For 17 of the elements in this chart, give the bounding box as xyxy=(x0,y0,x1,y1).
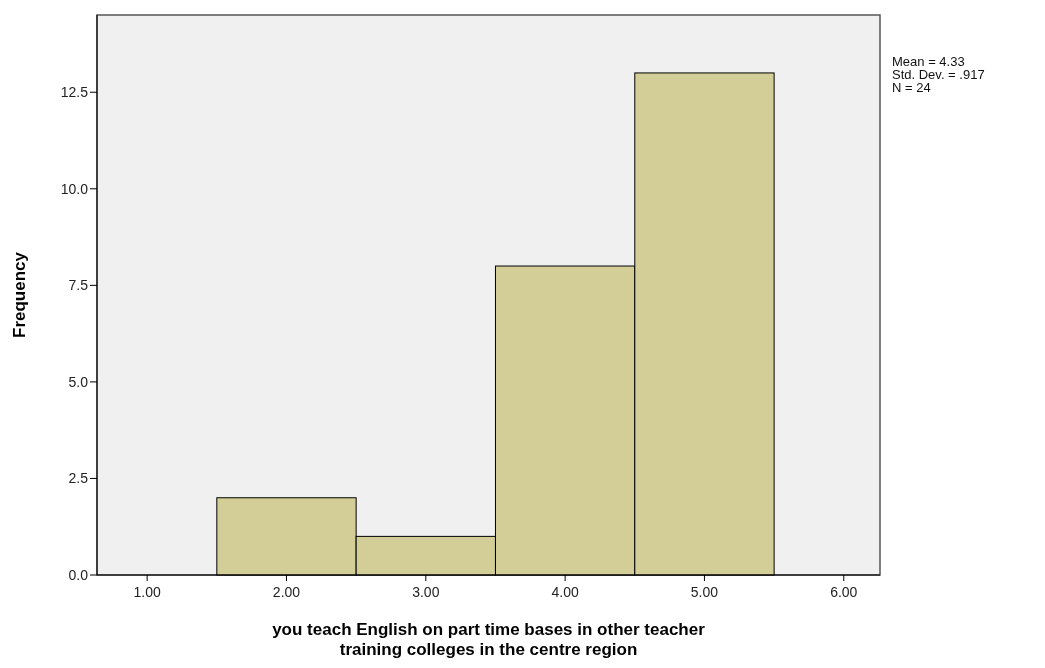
x-axis-title: you teach English on part time bases in other teacher training colleges in the centre region xyxy=(272,620,706,659)
x-tick-label: 5.00 xyxy=(690,584,719,600)
y-tick-label: 12.5 xyxy=(60,84,89,101)
x-tick-label: 3.00 xyxy=(412,584,440,600)
y-tick-label: 2.5 xyxy=(68,470,89,487)
x-tick-label: 6.00 xyxy=(830,584,858,600)
y-tick-label: 10.0 xyxy=(60,180,89,197)
x-tick-label: 2.00 xyxy=(272,584,301,600)
y-tick-label: 0.0 xyxy=(68,566,89,583)
x-tick-label: 4.00 xyxy=(551,584,579,600)
text: Std. Dev. = .917 xyxy=(892,67,985,82)
text: N = 24 xyxy=(892,80,931,95)
y-tick-label: 7.5 xyxy=(68,277,89,294)
text: Mean = 4.33 xyxy=(892,54,965,69)
y-tick-label: 5.0 xyxy=(68,373,89,390)
y-axis-title: Frequency xyxy=(10,251,29,338)
x-tick-label: 1.00 xyxy=(133,584,161,600)
